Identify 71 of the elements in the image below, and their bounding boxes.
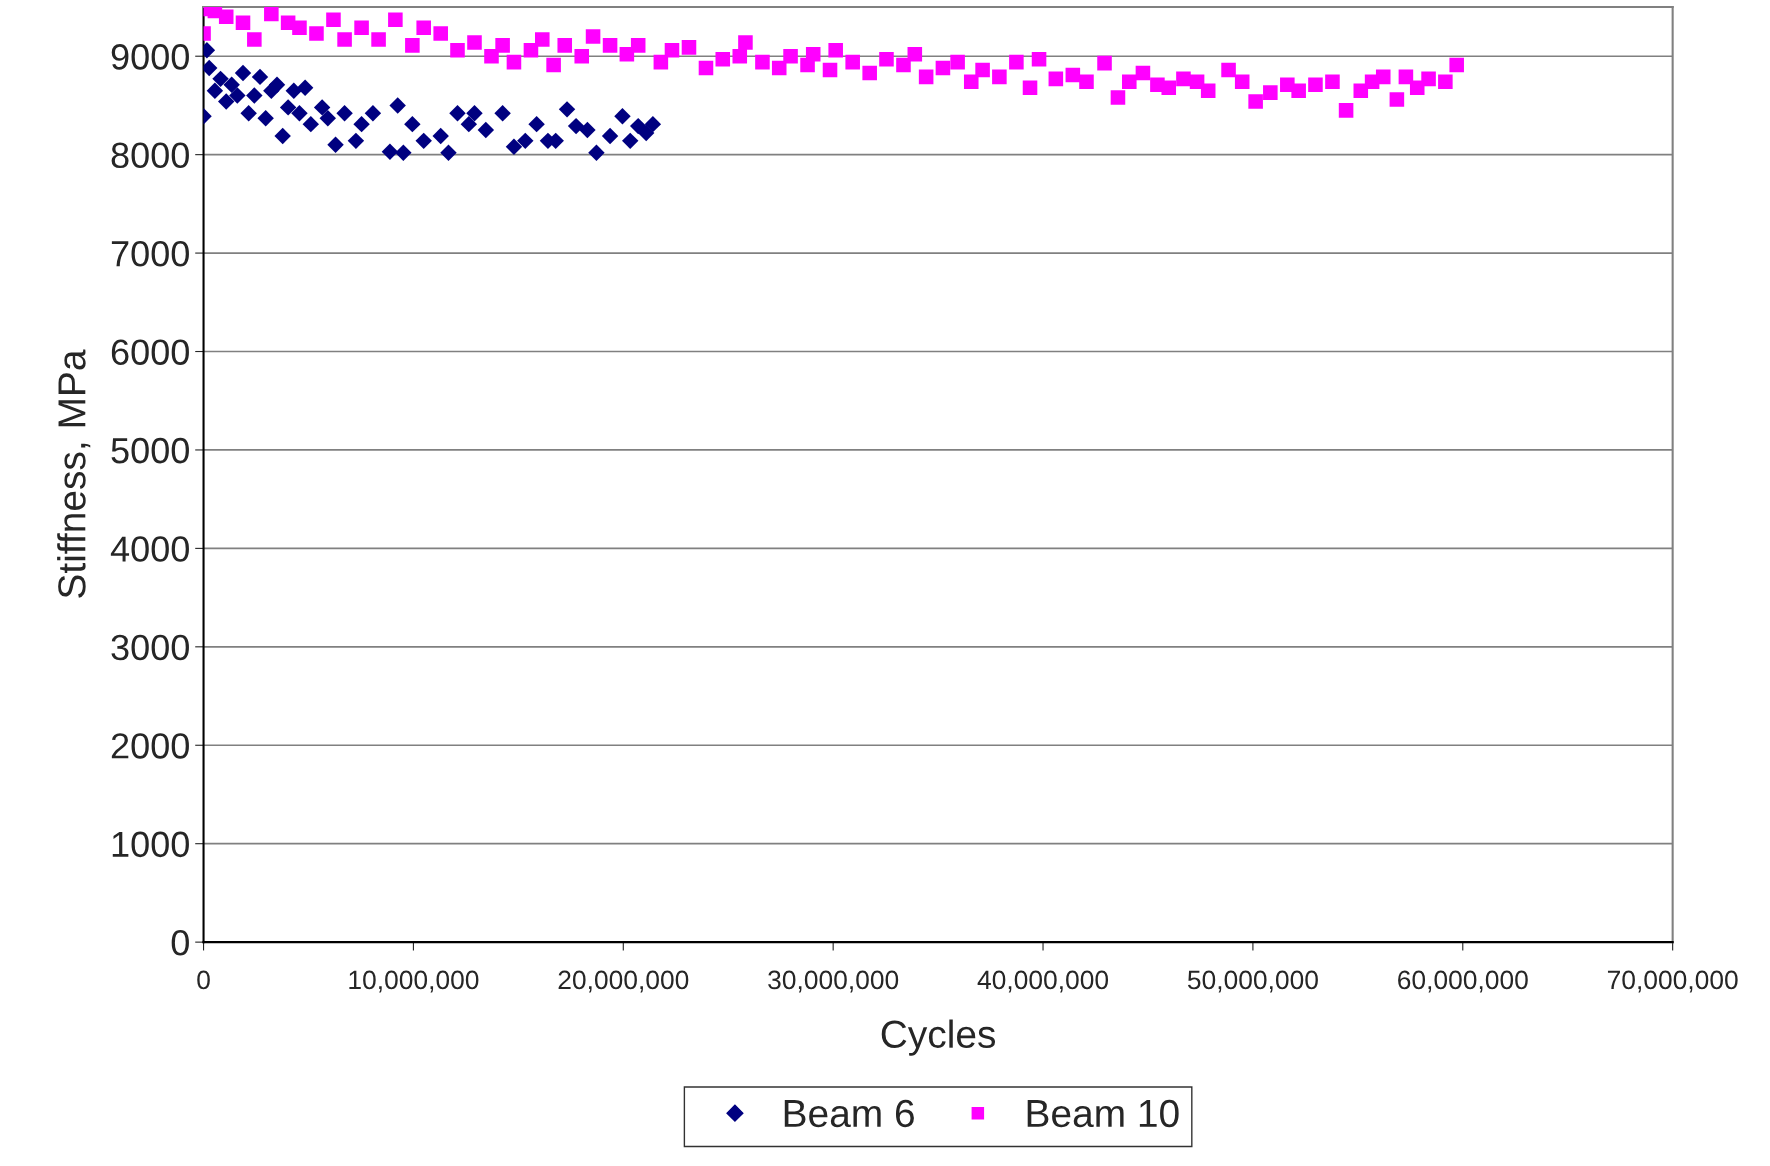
point <box>302 115 320 133</box>
point <box>274 127 291 145</box>
point <box>291 105 308 122</box>
point <box>279 99 297 116</box>
y-tick-label: 7000 <box>111 240 189 267</box>
point <box>528 115 545 133</box>
point <box>440 144 457 161</box>
legend-label: Beam 6 <box>784 1099 914 1128</box>
y-tick-label: 3000 <box>111 634 189 661</box>
point <box>223 76 240 93</box>
y-tick-label: 5000 <box>111 437 189 464</box>
x-axis-title: Cycles <box>881 1019 996 1056</box>
point <box>240 105 257 122</box>
y-tick-label: 1000 <box>112 831 189 858</box>
point <box>449 105 466 122</box>
point <box>319 110 337 127</box>
point <box>206 82 224 99</box>
point <box>588 144 605 161</box>
point <box>389 97 406 114</box>
point <box>517 132 534 150</box>
point <box>567 117 585 135</box>
point <box>296 79 314 96</box>
point <box>353 115 370 133</box>
y-tick-label: 6000 <box>111 339 189 365</box>
point <box>494 105 511 122</box>
point <box>257 110 274 127</box>
point <box>505 138 523 155</box>
point <box>347 132 365 150</box>
point <box>466 105 483 122</box>
y-tick-label: 8000 <box>111 142 189 169</box>
x-tick-label: 20,000,000 <box>558 970 689 993</box>
point <box>268 76 286 93</box>
x-tick-label: 40,000,000 <box>977 970 1109 993</box>
point <box>313 99 331 116</box>
point <box>558 101 576 118</box>
point <box>229 87 246 104</box>
point <box>218 93 235 110</box>
point <box>285 82 303 99</box>
y-tick-label: 4000 <box>110 536 189 562</box>
point <box>336 105 353 122</box>
point <box>246 87 263 104</box>
point <box>404 115 421 133</box>
point <box>415 132 432 150</box>
point <box>327 136 344 154</box>
x-tick-label: 0 <box>197 970 210 990</box>
point <box>579 121 596 139</box>
y-tick-label: 9000 <box>111 44 189 70</box>
point <box>644 115 662 133</box>
point <box>395 144 412 161</box>
point <box>381 143 399 160</box>
point <box>622 132 639 150</box>
x-tick-label: 60,000,000 <box>1398 970 1528 993</box>
x-tick-label: 50,000,000 <box>1187 970 1318 993</box>
point <box>212 70 229 88</box>
point <box>251 68 269 86</box>
y-tick-label: 2000 <box>111 733 189 759</box>
point <box>460 115 478 133</box>
x-tick-label: 10,000,000 <box>349 970 479 993</box>
x-tick-label: 30,000,000 <box>768 970 899 993</box>
point <box>234 64 252 82</box>
point <box>364 105 382 122</box>
point <box>637 124 655 142</box>
legend-label: Beam 10 <box>1027 1099 1179 1128</box>
point <box>601 127 619 145</box>
point <box>614 108 631 125</box>
y-axis-title: Stiffness, MPa <box>57 349 91 598</box>
point <box>203 59 218 77</box>
point <box>432 127 449 145</box>
x-tick-label: 70,000,000 <box>1607 970 1738 993</box>
y-tick-label: 0 <box>171 930 189 956</box>
point <box>477 121 495 139</box>
